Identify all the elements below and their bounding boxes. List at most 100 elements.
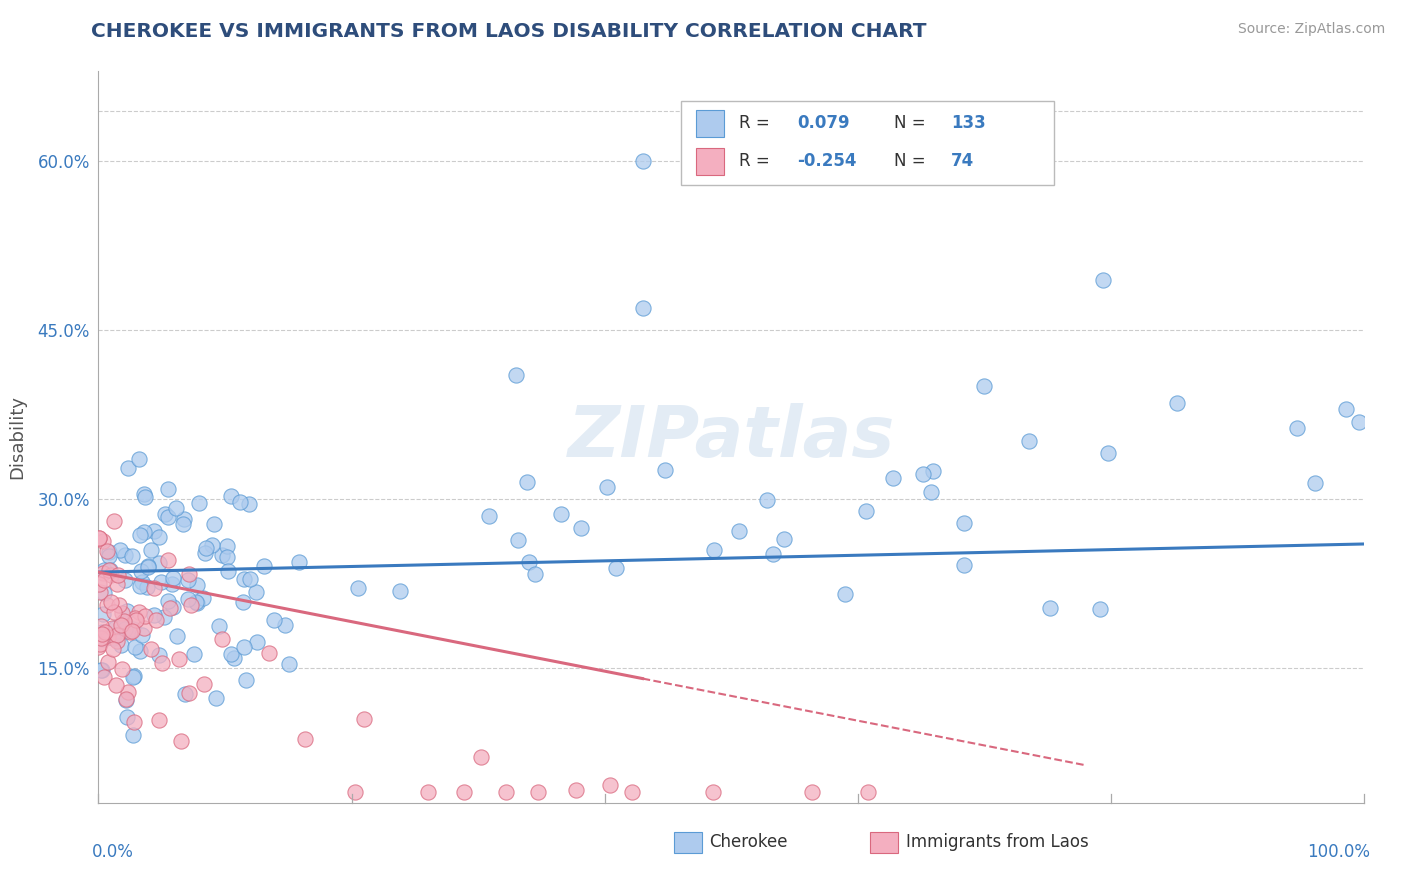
Text: 0.079: 0.079 (797, 114, 849, 132)
Point (478, 509, 501, 524)
Point (134, 609, 156, 624)
Point (128, 605, 150, 619)
Point (1097, 445, 1119, 459)
Point (89, 532, 111, 546)
Point (122, 728, 145, 742)
Point (239, 572, 262, 586)
Text: R =: R = (738, 114, 769, 132)
Point (193, 677, 215, 691)
Point (143, 608, 166, 623)
Point (953, 558, 976, 573)
Point (257, 646, 280, 660)
Point (953, 516, 976, 531)
Text: 74: 74 (952, 153, 974, 170)
Bar (696, 148, 724, 175)
Point (96, 598, 118, 612)
Point (93, 585, 115, 599)
Point (571, 521, 593, 535)
Point (136, 580, 159, 594)
Point (94, 625, 117, 640)
Point (118, 624, 141, 639)
Point (1088, 601, 1111, 615)
Point (703, 542, 725, 557)
Point (87, 577, 110, 591)
Bar (696, 110, 724, 136)
Point (93, 573, 115, 587)
Point (101, 642, 124, 657)
Point (186, 578, 208, 592)
Point (453, 784, 475, 798)
Point (90, 627, 112, 641)
Point (631, 301, 654, 315)
Point (162, 599, 184, 614)
Point (973, 379, 995, 393)
Point (157, 509, 180, 524)
Point (215, 539, 238, 553)
Point (762, 547, 785, 561)
Point (115, 710, 138, 724)
Point (90, 619, 112, 633)
Point (128, 643, 150, 657)
Point (129, 564, 152, 578)
Point (232, 595, 254, 609)
Text: 100.0%: 100.0% (1308, 843, 1369, 861)
Point (595, 480, 617, 494)
Point (217, 565, 239, 579)
Point (145, 613, 167, 627)
Text: N =: N = (894, 153, 927, 170)
Point (128, 452, 150, 467)
Point (211, 548, 233, 562)
Point (91, 632, 114, 647)
Point (416, 784, 439, 798)
Point (516, 475, 538, 490)
Point (98, 563, 121, 577)
Point (277, 657, 299, 672)
Text: -0.254: -0.254 (797, 153, 856, 170)
Point (122, 669, 145, 683)
Point (91, 534, 114, 549)
Point (112, 614, 135, 628)
Point (193, 591, 215, 605)
Point (194, 541, 217, 556)
Point (728, 524, 751, 538)
Point (114, 692, 136, 706)
Y-axis label: Disability: Disability (8, 395, 27, 479)
Point (103, 514, 125, 528)
Bar (675, 832, 702, 853)
Point (208, 619, 231, 633)
Point (129, 579, 152, 593)
Point (121, 549, 143, 563)
Point (202, 517, 225, 532)
Point (87, 640, 110, 654)
Point (93, 670, 115, 684)
Point (920, 485, 942, 500)
Point (100, 595, 122, 609)
Point (526, 784, 548, 798)
Point (252, 558, 274, 573)
Point (114, 548, 136, 562)
Point (188, 496, 211, 510)
Point (565, 783, 588, 797)
Point (152, 609, 174, 624)
Point (148, 714, 170, 728)
Point (157, 593, 180, 607)
Point (120, 625, 142, 640)
Point (122, 715, 145, 730)
Point (654, 463, 676, 477)
Point (176, 592, 198, 607)
Point (117, 685, 139, 699)
Point (165, 500, 187, 515)
Point (132, 621, 155, 635)
Point (233, 640, 256, 655)
Point (702, 784, 724, 798)
Point (121, 670, 143, 684)
Point (1303, 476, 1326, 491)
Point (245, 584, 267, 599)
Point (245, 634, 267, 648)
Text: Cherokee: Cherokee (710, 833, 789, 851)
Point (495, 784, 517, 798)
Point (104, 621, 127, 635)
Point (517, 555, 540, 569)
Point (97, 549, 120, 563)
Point (631, 154, 654, 169)
